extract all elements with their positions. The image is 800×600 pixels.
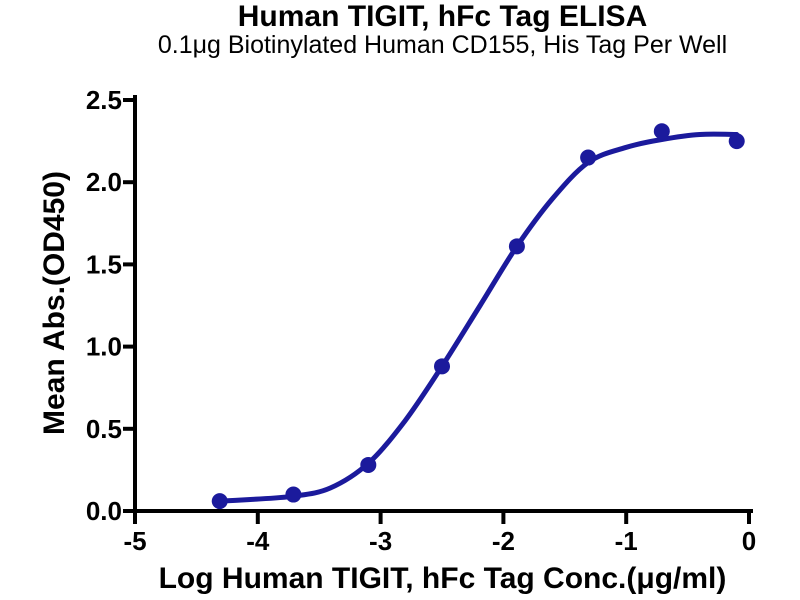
y-tick-label: 1.5 [86, 249, 122, 279]
data-point [653, 123, 670, 140]
fit-curve [217, 131, 740, 504]
x-axis-label: Log Human TIGIT, hFc Tag Conc.(μg/ml) [158, 562, 727, 595]
y-tick-label: 1.0 [86, 332, 122, 362]
x-tick-label: 0 [742, 526, 756, 556]
data-point [285, 486, 302, 503]
data-point [211, 493, 228, 510]
chart-subtitle: 0.1μg Biotinylated Human CD155, His Tag … [157, 31, 728, 59]
x-tick-label: -1 [615, 526, 638, 556]
data-point [728, 133, 745, 150]
x-tick-label: -4 [246, 526, 270, 556]
data-point [508, 238, 525, 255]
y-tick-label: 0.0 [86, 496, 122, 526]
x-tick-label: -5 [123, 526, 146, 556]
y-axis-label: Mean Abs.(OD450) [38, 171, 71, 435]
data-point [580, 149, 597, 166]
y-tick-label: 2.0 [86, 167, 122, 197]
y-tick-label: 0.5 [86, 414, 122, 444]
x-tick-label: -2 [492, 526, 515, 556]
x-tick-label: -3 [369, 526, 392, 556]
data-point [434, 358, 450, 375]
y-tick-label: 2.5 [86, 85, 122, 115]
data-point [360, 456, 377, 473]
chart-title: Human TIGIT, hFc Tag ELISA [237, 0, 648, 33]
